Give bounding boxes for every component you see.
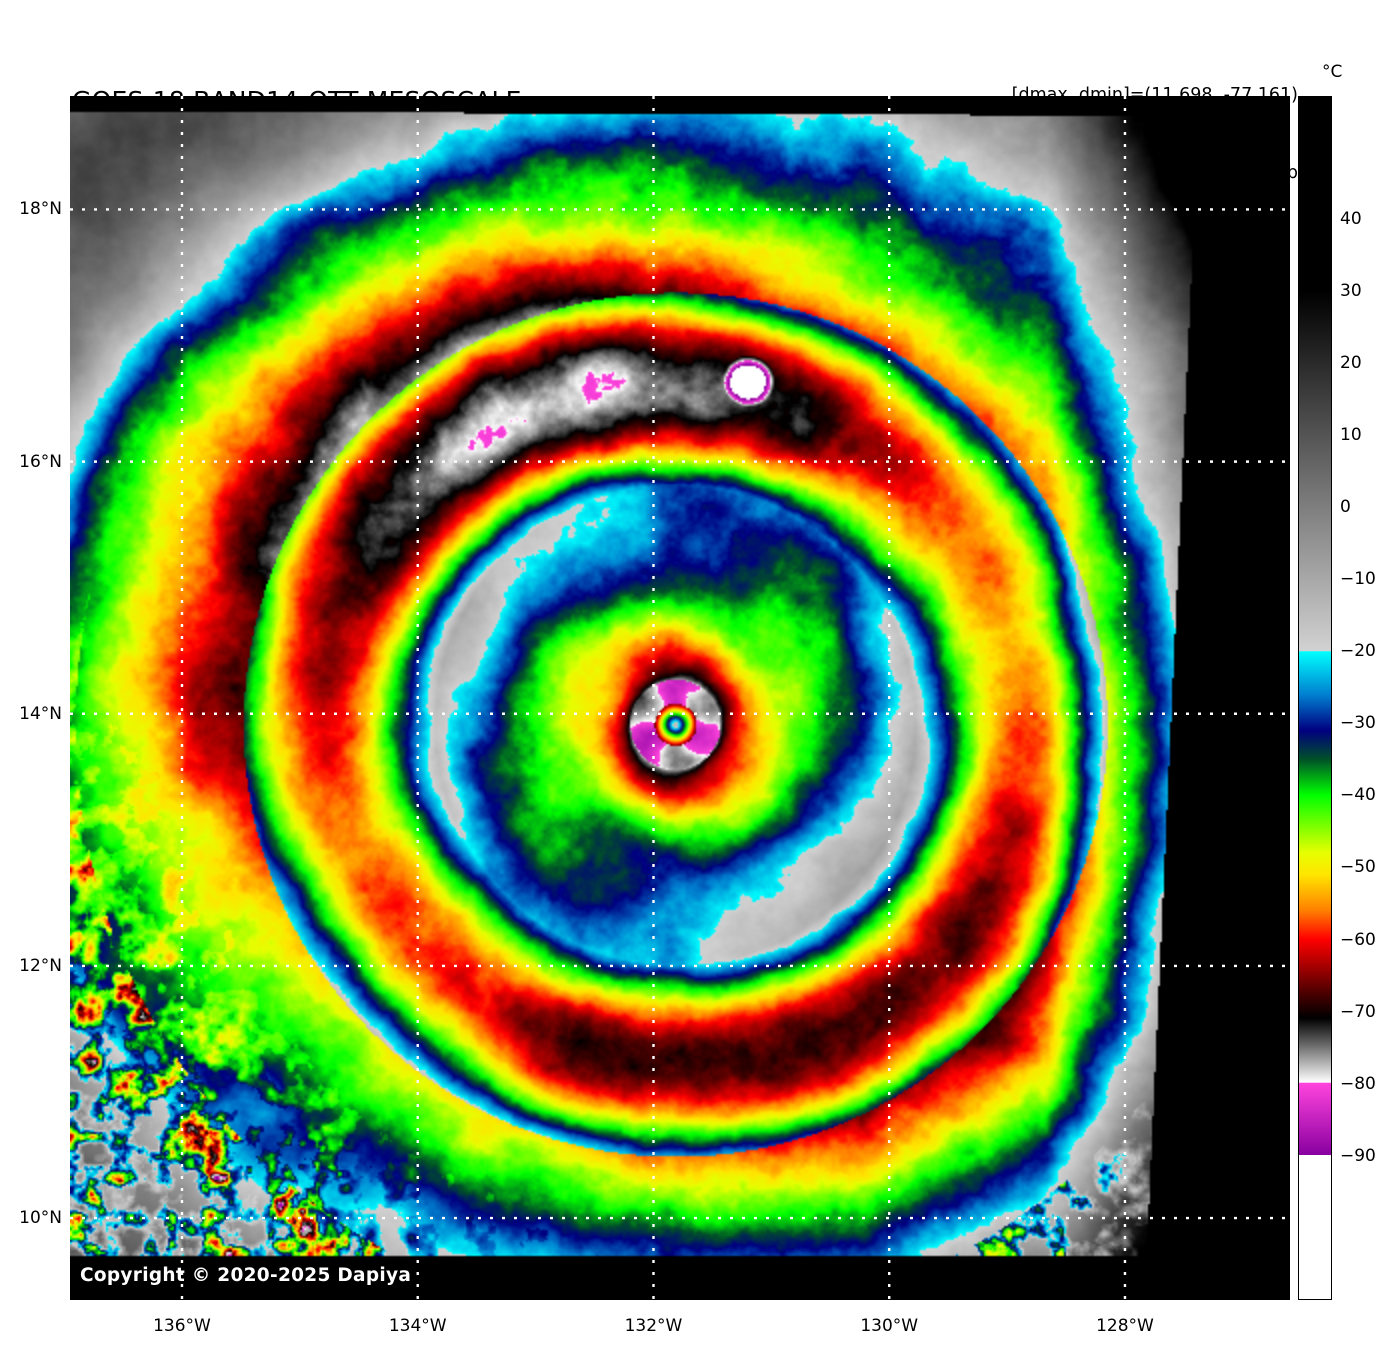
colorbar-tick--10: −10 [1340, 569, 1376, 590]
colorbar-tick--20: −20 [1340, 641, 1376, 662]
colorbar-tick-10: 10 [1340, 424, 1362, 445]
lon-tick-130: 130°W [860, 1316, 919, 1336]
lon-tick-128: 128°W [1096, 1316, 1154, 1336]
lat-tick-16: 16°N [19, 451, 62, 472]
colorbar-tick--50: −50 [1340, 857, 1376, 878]
colorbar-tick-20: 20 [1340, 352, 1362, 373]
colorbar[interactable] [1298, 96, 1332, 1300]
lat-tick-14: 14°N [19, 703, 62, 724]
colorbar-tick--90: −90 [1340, 1145, 1376, 1166]
lat-tick-10: 10°N [19, 1208, 62, 1229]
colorbar-tick--40: −40 [1340, 785, 1376, 806]
lat-lon-grid [70, 96, 1290, 1300]
colorbar-tick--70: −70 [1340, 1001, 1376, 1022]
colorbar-tick--80: −80 [1340, 1073, 1376, 1094]
colorbar-tick-30: 30 [1340, 280, 1362, 301]
lon-tick-132: 132°W [624, 1316, 683, 1336]
lon-tick-134: 134°W [388, 1316, 447, 1336]
satellite-imagery [70, 96, 1290, 1300]
lon-tick-136: 136°W [153, 1316, 211, 1336]
colorbar-gradient [1299, 97, 1331, 1299]
colorbar-tick-40: 40 [1340, 208, 1362, 229]
colorbar-tick--30: −30 [1340, 713, 1376, 734]
colorbar-tick-0: 0 [1340, 496, 1351, 517]
satellite-map-panel[interactable]: Copyright © 2020-2025 Dapiya [70, 96, 1290, 1300]
lat-tick-12: 12°N [19, 955, 62, 976]
lat-tick-18: 18°N [19, 199, 62, 220]
copyright-notice: Copyright © 2020-2025 Dapiya [80, 1265, 412, 1286]
colorbar-tick--60: −60 [1340, 929, 1376, 950]
colorbar-unit-label: °C [1322, 62, 1343, 82]
